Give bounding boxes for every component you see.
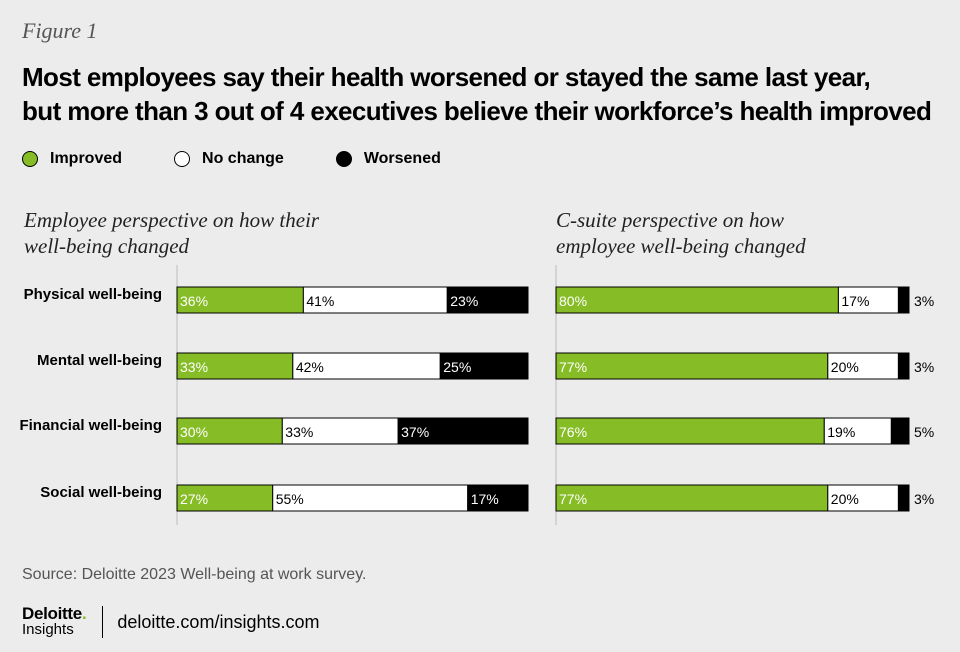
- legend-swatch-improved: [22, 151, 38, 167]
- csuite-social-well-being-improved-bar: [555, 484, 829, 512]
- csuite-physical-well-being-improved-label: 80%: [559, 293, 587, 309]
- employee-physical-well-being-worsened-bar: [446, 286, 529, 314]
- category-label: Financial well-being: [19, 417, 162, 434]
- brand-divider: [102, 606, 104, 638]
- csuite-social-well-being-worsened-bar: [897, 484, 910, 512]
- legend-item-improved: Improved: [22, 150, 122, 168]
- csuite-panel-title-line-2: employee well-being changed: [556, 234, 806, 258]
- title-line-1: Most employees say their health worsened…: [22, 62, 871, 92]
- employee-financial-well-being-worsened-label: 37%: [401, 424, 429, 440]
- employee-mental-well-being-no-change-label: 42%: [296, 359, 324, 375]
- title-line-2: but more than 3 out of 4 executives beli…: [22, 96, 932, 126]
- csuite-financial-well-being-improved-label: 76%: [559, 424, 587, 440]
- csuite-financial-well-being-no-change-label: 19%: [827, 424, 855, 440]
- csuite-mental-well-being-worsened-bar: [897, 352, 910, 380]
- employee-panel-title: Employee perspective on how their well-b…: [24, 207, 319, 259]
- category-label: Mental well-being: [37, 352, 162, 369]
- logo-dot: .: [81, 604, 87, 623]
- brand-url[interactable]: deloitte.com/insights.com: [117, 611, 320, 632]
- employee-social-well-being-worsened-bar: [467, 484, 529, 512]
- employee-social-well-being-no-change-bar: [272, 484, 469, 512]
- employee-panel-title-line-1: Employee perspective on how their: [24, 208, 320, 232]
- csuite-mental-well-being-no-change-label: 20%: [831, 359, 859, 375]
- employee-panel-title-line-2: well-being changed: [24, 234, 190, 258]
- employee-mental-well-being-improved-bar: [176, 352, 294, 380]
- csuite-financial-well-being-worsened-label: 5%: [914, 424, 934, 440]
- employee-financial-well-being-no-change-label: 33%: [285, 424, 313, 440]
- employee-physical-well-being-worsened-label: 23%: [450, 293, 478, 309]
- employee-physical-well-being-improved-bar: [176, 286, 304, 314]
- employee-mental-well-being-improved-label: 33%: [180, 359, 208, 375]
- employee-social-well-being-no-change-label: 55%: [276, 491, 304, 507]
- employee-social-well-being-improved-label: 27%: [180, 491, 208, 507]
- csuite-mental-well-being-improved-label: 77%: [559, 359, 587, 375]
- employee-mental-well-being-worsened-label: 25%: [443, 359, 471, 375]
- figure-label: Figure 1: [22, 18, 98, 43]
- csuite-social-well-being-no-change-label: 20%: [831, 491, 859, 507]
- logo-name: Deloitte: [22, 604, 82, 623]
- csuite-physical-well-being-worsened-bar: [897, 286, 910, 314]
- employee-physical-well-being-no-change-bar: [302, 286, 448, 314]
- legend-swatch-worsened: [335, 151, 352, 167]
- legend-label-worsened: Worsened: [363, 150, 441, 167]
- employee-social-well-being-worsened-label: 17%: [471, 491, 499, 507]
- csuite-mental-well-being-improved-bar: [555, 352, 829, 380]
- employee-financial-well-being-improved-label: 30%: [180, 424, 208, 440]
- csuite-mental-well-being-no-change-bar: [827, 352, 899, 380]
- source-note: Source: Deloitte 2023 Well-being at work…: [22, 566, 367, 583]
- csuite-social-well-being-worsened-label: 3%: [914, 491, 934, 507]
- csuite-social-well-being-improved-label: 77%: [559, 491, 587, 507]
- csuite-physical-well-being-worsened-label: 3%: [914, 293, 934, 309]
- csuite-panel-title: C-suite perspective on how employee well…: [556, 207, 806, 259]
- employee-mental-well-being-no-change-bar: [292, 352, 441, 380]
- stacked-bar-charts: Physical well-being 36% 41% 23% Mental well-…: [19, 265, 934, 525]
- employee-mental-well-being-worsened-bar: [439, 352, 529, 380]
- csuite-financial-well-being-improved-bar: [555, 417, 825, 445]
- employee-physical-well-being-improved-label: 36%: [180, 293, 208, 309]
- csuite-physical-well-being-no-change-bar: [837, 286, 899, 314]
- legend-item-worsened: Worsened: [335, 150, 441, 168]
- category-label: Social well-being: [40, 484, 162, 501]
- legend-label-improved: Improved: [50, 150, 123, 167]
- legend-item-no-change: No change: [174, 150, 284, 168]
- csuite-financial-well-being-worsened-bar: [890, 417, 910, 445]
- csuite-physical-well-being-improved-bar: [555, 286, 839, 314]
- legend-swatch-no-change: [174, 151, 191, 167]
- csuite-social-well-being-no-change-bar: [827, 484, 899, 512]
- category-label: Physical well-being: [24, 286, 162, 303]
- logo-sub: Insights: [22, 621, 74, 638]
- csuite-panel-title-line-1: C-suite perspective on how: [556, 208, 785, 232]
- employee-physical-well-being-no-change-label: 41%: [306, 293, 334, 309]
- csuite-physical-well-being-no-change-label: 17%: [841, 293, 869, 309]
- brand-footer: Deloitte. Insights deloitte.com/insights…: [22, 604, 320, 638]
- csuite-financial-well-being-no-change-bar: [823, 417, 892, 445]
- employee-financial-well-being-worsened-bar: [397, 417, 529, 445]
- deloitte-insights-logo: Deloitte. Insights: [22, 604, 87, 638]
- legend-label-no-change: No change: [202, 150, 284, 167]
- legend: Improved No change Worsened: [22, 148, 493, 170]
- csuite-mental-well-being-worsened-label: 3%: [914, 359, 934, 375]
- chart-title: Most employees say their health worsened…: [22, 60, 952, 128]
